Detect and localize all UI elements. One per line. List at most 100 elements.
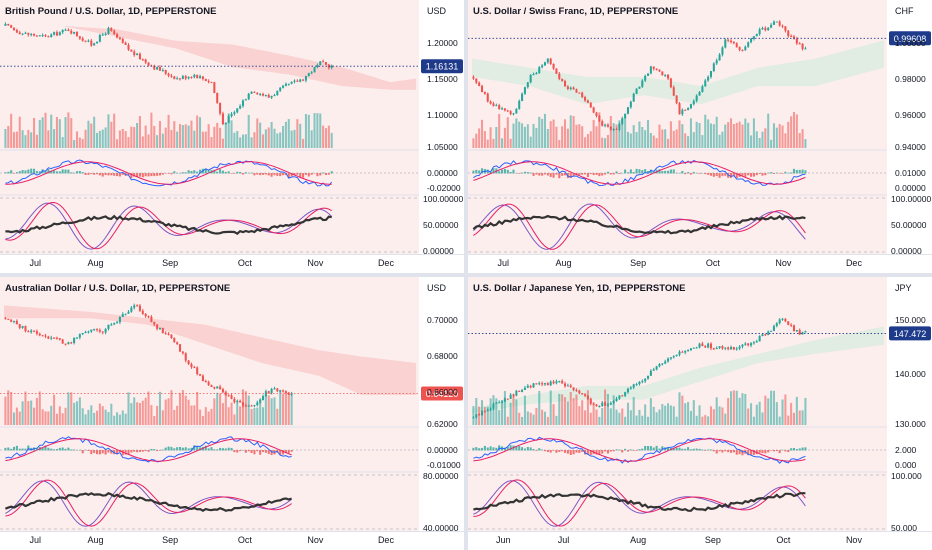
usdchf-candle-body bbox=[641, 80, 644, 87]
usdchf-candle-body bbox=[581, 92, 584, 98]
usdjpy-macd-hist-bar bbox=[478, 448, 481, 451]
gbpusd-volume-bar bbox=[282, 126, 285, 148]
audusd-candle-body bbox=[121, 314, 124, 317]
usdjpy-macd-hist-bar bbox=[538, 448, 541, 451]
usdchf-macd-hist-bar bbox=[755, 173, 758, 176]
usdchf-macd-hist-bar bbox=[718, 173, 721, 178]
usdjpy-macd-hist-bar bbox=[629, 449, 632, 451]
usdjpy-volume-bar bbox=[621, 408, 624, 425]
usdchf-candle-body bbox=[784, 26, 787, 31]
usdchf-macd-hist-bar bbox=[523, 171, 526, 174]
usdchf-candle-body bbox=[669, 78, 672, 88]
audusd-candle-body bbox=[118, 316, 121, 323]
gbpusd-volume-bar bbox=[190, 120, 193, 148]
chart-panel-audusd[interactable]: 0.64120 0.70000 0.68000 0.66000 0.62000 0.000… bbox=[0, 277, 464, 550]
audusd-macd-hist-bar bbox=[127, 450, 130, 455]
usdjpy-volume-bar bbox=[738, 397, 741, 425]
usdjpy-macd-hist-bar bbox=[764, 450, 767, 454]
usdjpy-chart-svg[interactable]: 147.472 150.000 140.000 130.000 2.000 0.00010… bbox=[468, 277, 932, 550]
usdjpy-candle-body bbox=[761, 334, 764, 337]
chart-panel-gbpusd[interactable]: 1.16131 1.20000 1.15000 1.10000 1.05000 0.000… bbox=[0, 0, 464, 273]
gbpusd-candle-body bbox=[15, 29, 18, 33]
usdjpy-macd-hist-bar bbox=[624, 448, 627, 451]
usdjpy-candle-body bbox=[775, 323, 778, 326]
audusd-volume-bar bbox=[4, 396, 7, 425]
usdjpy-volume-bar bbox=[778, 416, 781, 425]
gbpusd-volume-bar bbox=[84, 129, 87, 148]
horizontal-divider[interactable] bbox=[0, 273, 932, 277]
usdchf-macd-hist-bar bbox=[535, 173, 538, 175]
audusd-osc-tick: 80.00000 bbox=[423, 471, 459, 481]
gbpusd-volume-bar bbox=[50, 114, 53, 148]
usdjpy-volume-bar bbox=[615, 409, 618, 425]
gbpusd-volume-bar bbox=[296, 119, 299, 148]
chart-panel-usdchf[interactable]: 0.99608 1.00000 0.98000 0.96000 0.94000 0.010… bbox=[468, 0, 932, 273]
usdchf-volume-bar bbox=[738, 121, 741, 148]
audusd-candle-body bbox=[276, 388, 279, 392]
usdchf-volume-bar bbox=[601, 137, 604, 148]
audusd-candle-body bbox=[7, 318, 10, 320]
usdchf-candle-body bbox=[655, 68, 658, 70]
usdjpy-candle-body bbox=[549, 381, 552, 386]
usdjpy-axis-line bbox=[468, 531, 932, 532]
usdjpy-candle-body bbox=[727, 347, 730, 350]
audusd-macd-hist-bar bbox=[261, 450, 265, 452]
audusd-x-label: Jul bbox=[30, 535, 42, 545]
gbpusd-volume-bar bbox=[116, 139, 119, 148]
audusd-candle-body bbox=[93, 328, 96, 330]
usdchf-macd-hist-bar bbox=[586, 173, 589, 178]
usdchf-volume-bar bbox=[558, 139, 561, 148]
audusd-chart-svg[interactable]: 0.64120 0.70000 0.68000 0.66000 0.62000 0.000… bbox=[0, 277, 464, 550]
gbpusd-macd-hist-bar bbox=[81, 172, 84, 174]
usdjpy-volume-bar bbox=[641, 415, 644, 425]
usdchf-candle-body bbox=[704, 80, 707, 87]
usdchf-macd-hist-bar bbox=[664, 170, 667, 174]
gbpusd-macd-hist-bar bbox=[233, 173, 236, 174]
gbpusd-candle-body bbox=[282, 85, 285, 88]
usdchf-macd-hist-bar bbox=[478, 170, 481, 174]
gbpusd-volume-bar bbox=[264, 129, 267, 148]
chart-panel-usdjpy[interactable]: 147.472 150.000 140.000 130.000 2.000 0.000 10… bbox=[468, 277, 932, 550]
usdjpy-candle-body bbox=[558, 380, 561, 382]
gbpusd-macd-hist-bar bbox=[130, 173, 133, 179]
usdchf-volume-bar bbox=[646, 119, 650, 148]
usdchf-macd-hist-bar bbox=[661, 170, 664, 174]
gbpusd-volume-bar bbox=[61, 137, 64, 148]
gbpusd-chart-svg[interactable]: 1.16131 1.20000 1.15000 1.10000 1.05000 0.000… bbox=[0, 0, 464, 273]
usdjpy-volume-bar bbox=[604, 389, 607, 425]
usdjpy-candle-body bbox=[572, 387, 575, 391]
usdjpy-volume-bar bbox=[521, 416, 524, 425]
usdchf-macd-hist-bar bbox=[604, 173, 607, 175]
usdjpy-candle-body bbox=[624, 392, 627, 396]
gbpusd-candle-body bbox=[293, 80, 296, 82]
usdchf-volume-bar bbox=[543, 113, 547, 148]
usdjpy-candle-body bbox=[718, 346, 721, 348]
gbpusd-candle-body bbox=[38, 35, 41, 37]
gbpusd-macd-hist-bar bbox=[87, 173, 90, 175]
gbpusd-candle-body bbox=[118, 37, 121, 39]
audusd-macd-hist-bar bbox=[230, 447, 233, 451]
audusd-macd-hist-bar bbox=[41, 448, 44, 451]
usdjpy-volume-bar bbox=[652, 406, 655, 425]
usdjpy-price-badge bbox=[889, 326, 931, 341]
audusd-macd-hist-bar bbox=[90, 450, 93, 455]
usdjpy-candle-body bbox=[535, 383, 538, 385]
usdchf-candle-body bbox=[532, 74, 535, 76]
usdjpy-volume-bar bbox=[638, 409, 641, 425]
audusd-price-tick: 0.66000 bbox=[427, 387, 458, 397]
audusd-candle-body bbox=[21, 326, 24, 328]
audusd-macd-hist-bar bbox=[64, 448, 67, 451]
gbpusd-macd-hist-bar bbox=[250, 172, 253, 174]
usdjpy-candle-body bbox=[687, 350, 690, 352]
usdchf-volume-bar bbox=[664, 129, 667, 148]
gbpusd-volume-bar bbox=[15, 131, 18, 148]
usdjpy-macd-hist-bar bbox=[724, 450, 727, 452]
usdjpy-candle-body bbox=[801, 332, 804, 335]
usdchf-macd-hist-bar bbox=[758, 173, 761, 174]
usdjpy-candle-body bbox=[626, 388, 630, 393]
gbpusd-volume-bar bbox=[316, 113, 319, 148]
usdjpy-macd-hist-bar bbox=[569, 450, 572, 455]
usdchf-volume-bar bbox=[521, 123, 524, 148]
gbpusd-candle-body bbox=[187, 76, 190, 79]
